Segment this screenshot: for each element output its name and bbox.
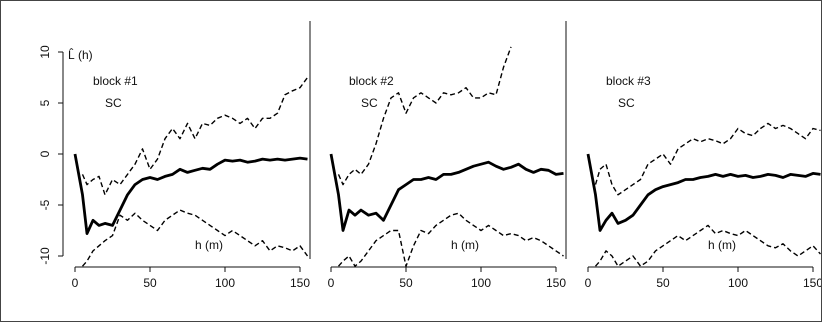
x-tick-label: 50: [399, 276, 413, 290]
y-tick-label: 10: [38, 45, 52, 59]
estimate-line: [329, 153, 564, 232]
panel-subtitle: SC: [361, 96, 378, 110]
x-tick-label: 50: [143, 276, 157, 290]
x-tick-label: 0: [328, 276, 335, 290]
y-tick-label: -5: [38, 199, 52, 210]
x-tick-label: 50: [656, 276, 670, 290]
x-tick-label: 150: [803, 276, 821, 290]
x-tick-label: 150: [546, 276, 566, 290]
x-axis-label: h (m): [195, 238, 223, 252]
lower-envelope-line: [81, 209, 309, 267]
upper-envelope-line: [81, 77, 309, 196]
y-tick-label: -10: [38, 247, 52, 265]
y-tick-label: 0: [38, 150, 52, 157]
upper-envelope-line: [337, 46, 512, 186]
panel-title: block #3: [606, 74, 651, 88]
x-tick-label: 100: [215, 276, 235, 290]
estimate-line: [73, 153, 308, 235]
panel-subtitle: SC: [618, 96, 635, 110]
panel-title: block #2: [349, 74, 394, 88]
panel-subtitle: SC: [105, 96, 122, 110]
estimate-line: [586, 153, 821, 232]
y-axis-label: L̂ (h): [68, 47, 93, 62]
x-tick-label: 0: [72, 276, 79, 290]
panel-title: block #1: [93, 74, 138, 88]
y-tick-label: 5: [38, 99, 52, 106]
upper-envelope-line: [594, 122, 821, 196]
lower-envelope-line: [594, 224, 821, 267]
x-axis-label: h (m): [451, 238, 479, 252]
lower-envelope-line: [337, 212, 564, 267]
x-tick-label: 0: [585, 276, 592, 290]
x-tick-label: 150: [290, 276, 310, 290]
x-axis-label: h (m): [708, 238, 736, 252]
x-tick-label: 100: [728, 276, 748, 290]
x-tick-label: 100: [471, 276, 491, 290]
